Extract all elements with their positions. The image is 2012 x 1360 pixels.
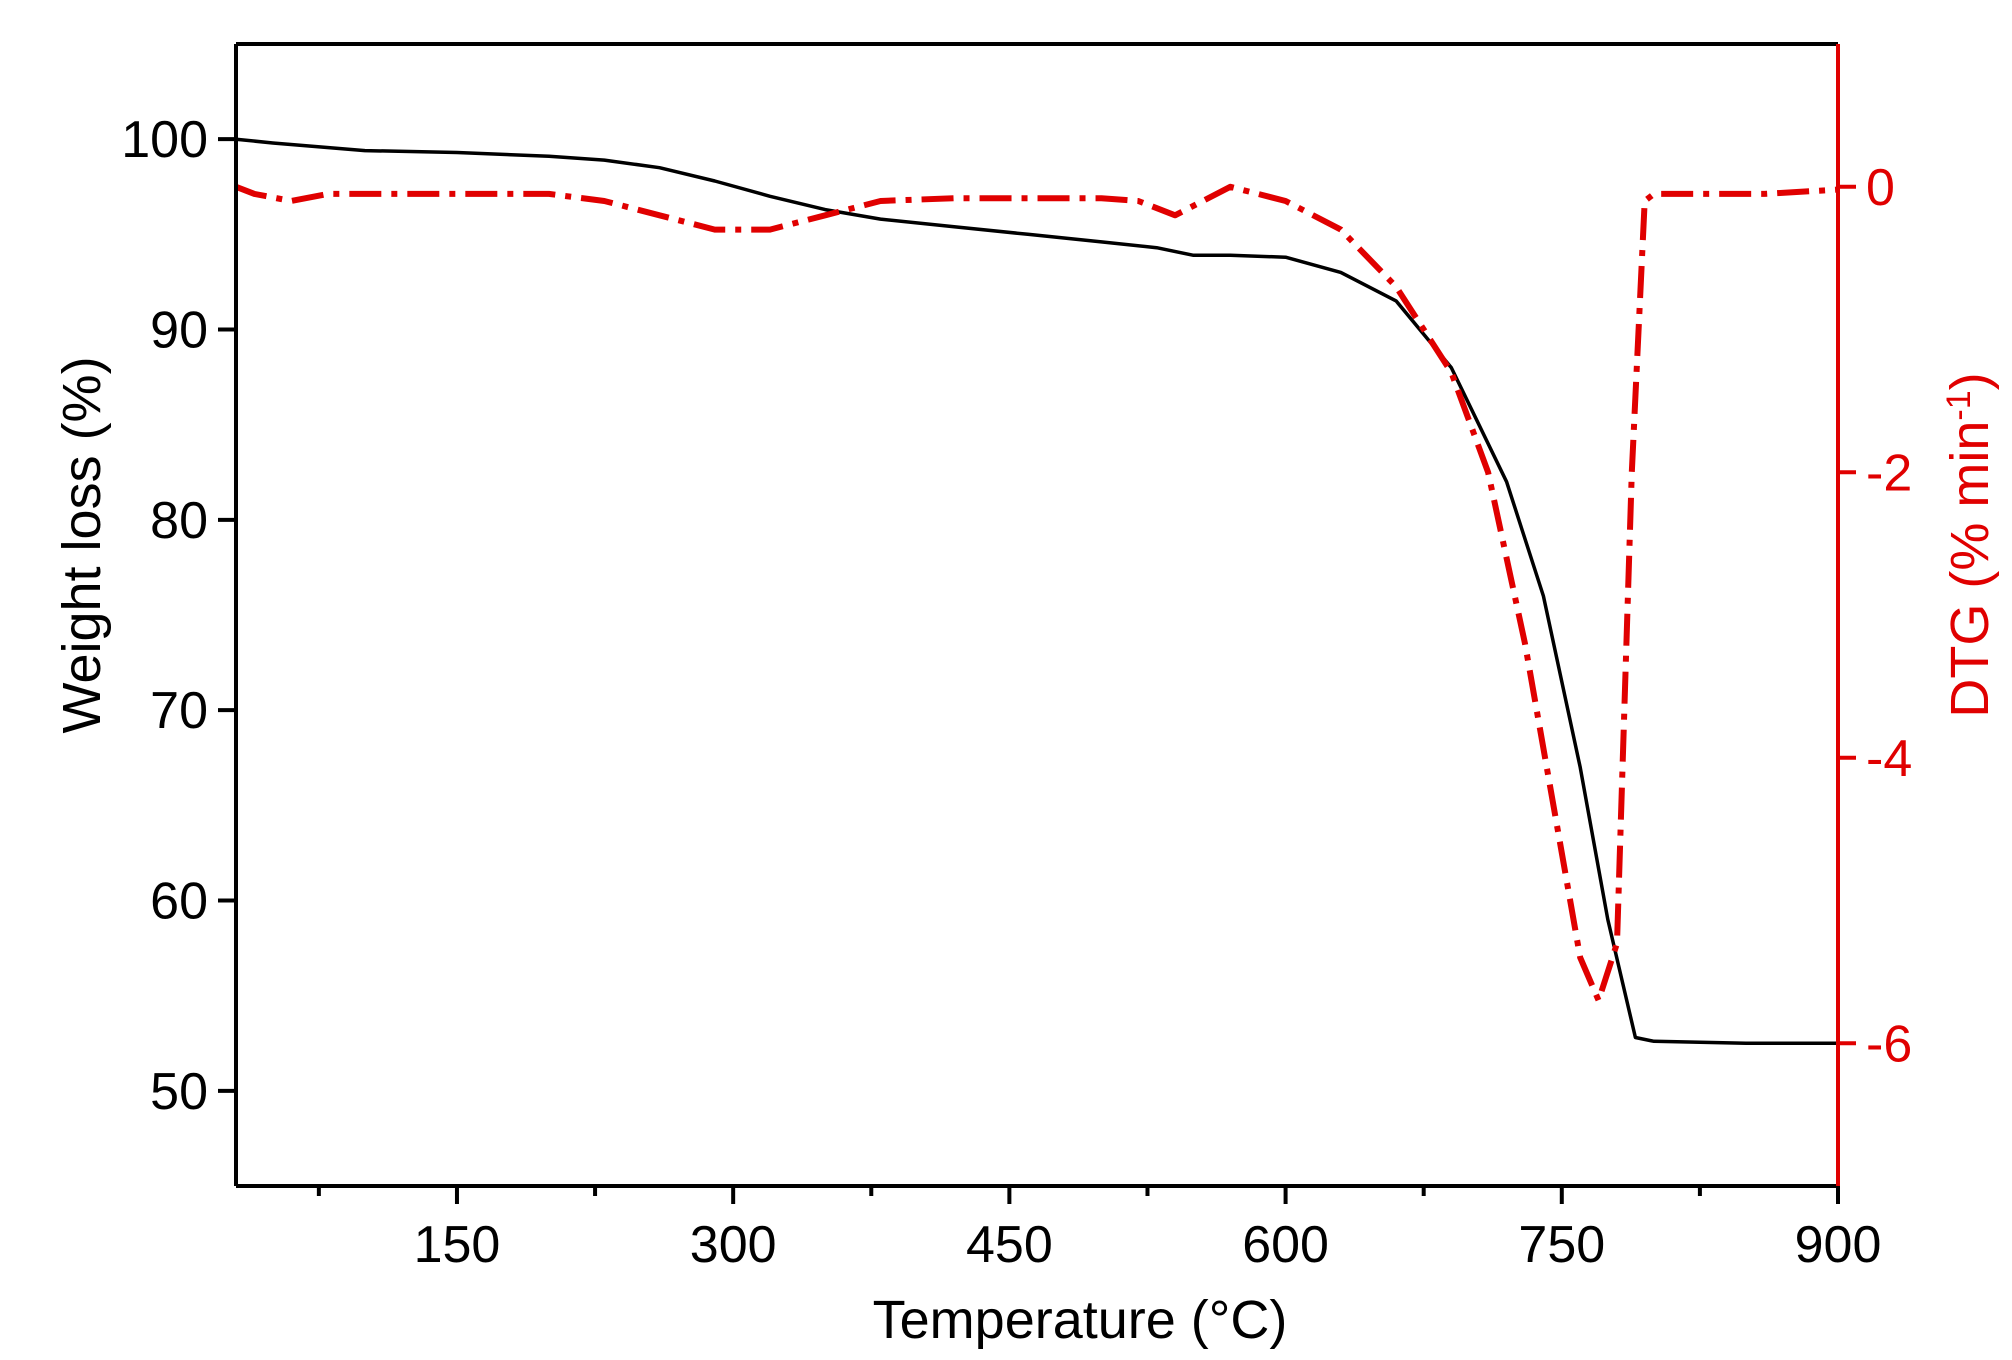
- y-right-tick-label: -6: [1866, 1015, 1912, 1073]
- y-left-tick-label: 80: [150, 492, 208, 550]
- x-tick-label: 600: [1242, 1216, 1329, 1274]
- plot-layer: [234, 137, 1839, 1046]
- x-axis-title-unit: °C): [1209, 1290, 1288, 1350]
- x-axis-title: Temperature (°C): [873, 1290, 1288, 1350]
- x-tick-label: 750: [1518, 1216, 1605, 1274]
- y-right-axis-title-main: DTG (% min: [1940, 421, 2000, 718]
- x-tick-label: 150: [414, 1216, 501, 1274]
- y-left-tick-label: 70: [150, 682, 208, 740]
- y-left-tick-label: 90: [150, 302, 208, 360]
- x-tick-label: 300: [690, 1216, 777, 1274]
- y-left-tick-label: 60: [150, 873, 208, 931]
- y-left-axis-title: Weight loss (%): [52, 356, 112, 733]
- dtg-curve: [234, 183, 1839, 1004]
- y-right-tick-label: -2: [1866, 444, 1912, 502]
- y-right-tick-label: -4: [1866, 730, 1912, 788]
- y-left-tick-label: 50: [150, 1063, 208, 1121]
- x-axis-title-main: Temperature (: [873, 1290, 1209, 1350]
- y-right-tick-label: 0: [1866, 159, 1895, 217]
- axes-layer: 150 300 450 600 750 900 50 60 70 80 90 100 0 -2 -4 -6: [121, 42, 1912, 1274]
- labels-layer: Temperature (°C) Weight loss (%) DTG (% …: [52, 356, 2000, 1350]
- x-tick-label: 450: [966, 1216, 1053, 1274]
- y-right-axis-title-close: ): [1940, 372, 2000, 390]
- y-right-axis-title-sup: -1: [1940, 390, 1978, 420]
- y-right-axis-title: DTG (% min-1): [1940, 372, 2000, 717]
- y-left-tick-label: 100: [121, 111, 208, 169]
- x-tick-label: 900: [1795, 1216, 1882, 1274]
- weight-loss-curve: [235, 137, 1838, 1046]
